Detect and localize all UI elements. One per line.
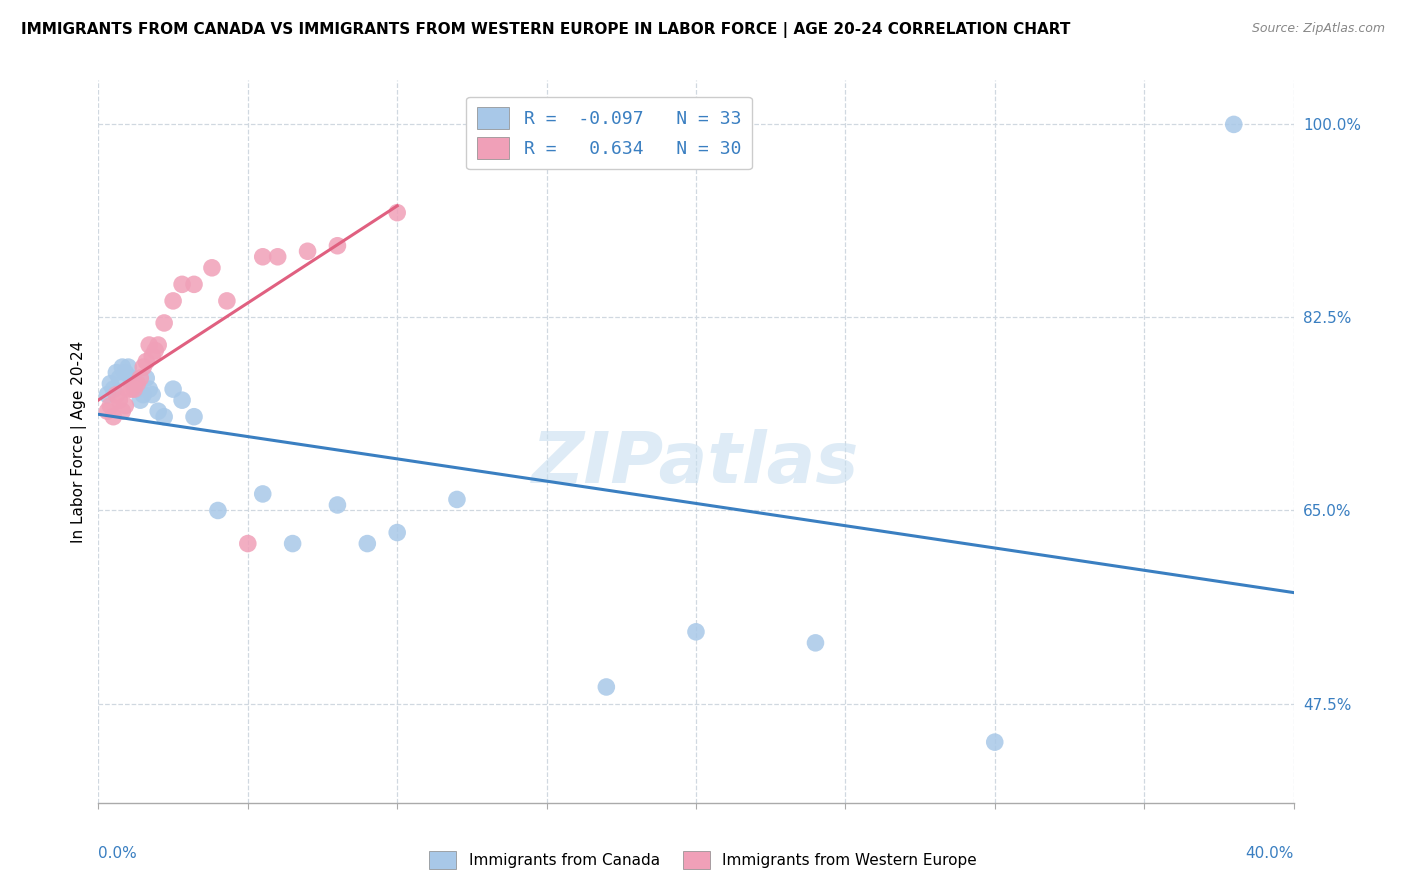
Point (141, 387, 163, 401)
Point (326, 498, 349, 512)
Point (108, 393, 131, 408)
Point (356, 536, 378, 550)
Point (326, 238, 349, 252)
Point (138, 338, 160, 352)
Text: IMMIGRANTS FROM CANADA VS IMMIGRANTS FROM WESTERN EUROPE IN LABOR FORCE | AGE 20: IMMIGRANTS FROM CANADA VS IMMIGRANTS FRO… (21, 22, 1070, 38)
Point (138, 382, 160, 396)
Point (120, 382, 142, 396)
Point (96, 387, 118, 401)
Point (127, 382, 149, 396)
Point (111, 404, 134, 418)
Point (103, 382, 125, 396)
Point (105, 387, 128, 401)
Text: 0.0%: 0.0% (98, 847, 138, 861)
Y-axis label: In Labor Force | Age 20-24: In Labor Force | Age 20-24 (72, 341, 87, 542)
Point (201, 260, 224, 275)
Point (385, 205, 409, 219)
Text: ZIPatlas: ZIPatlas (533, 429, 859, 498)
Point (183, 277, 205, 292)
Legend: R =  -0.097   N = 33, R =   0.634   N = 30: R = -0.097 N = 33, R = 0.634 N = 30 (465, 96, 752, 169)
Point (148, 338, 170, 352)
Text: 40.0%: 40.0% (1246, 847, 1294, 861)
Point (108, 371, 131, 385)
Point (103, 409, 125, 424)
Point (127, 376, 149, 391)
Point (252, 250, 274, 264)
Point (236, 536, 259, 550)
Point (685, 624, 707, 639)
Point (129, 393, 152, 408)
Point (148, 404, 170, 418)
Point (98, 376, 122, 391)
Point (124, 382, 146, 396)
Point (120, 371, 142, 385)
Point (172, 393, 194, 408)
Point (141, 349, 163, 363)
Point (1223, 117, 1246, 131)
Point (297, 244, 319, 259)
Point (153, 409, 176, 424)
Point (984, 735, 1007, 749)
Point (446, 492, 468, 507)
Legend: Immigrants from Canada, Immigrants from Western Europe: Immigrants from Canada, Immigrants from … (423, 845, 983, 875)
Point (98, 399, 122, 413)
Point (162, 293, 184, 308)
Point (135, 354, 157, 368)
Text: Source: ZipAtlas.com: Source: ZipAtlas.com (1251, 22, 1385, 36)
Point (114, 366, 136, 380)
Point (281, 536, 304, 550)
Point (153, 316, 176, 330)
Point (143, 343, 166, 358)
Point (135, 371, 157, 385)
Point (804, 636, 827, 650)
Point (111, 360, 134, 375)
Point (132, 387, 155, 401)
Point (172, 277, 194, 292)
Point (183, 409, 205, 424)
Point (207, 503, 229, 517)
Point (385, 525, 409, 540)
Point (114, 399, 136, 413)
Point (124, 376, 146, 391)
Point (117, 360, 139, 375)
Point (267, 250, 290, 264)
Point (132, 360, 155, 375)
Point (117, 382, 139, 396)
Point (96, 404, 118, 418)
Point (595, 680, 617, 694)
Point (162, 382, 184, 396)
Point (215, 293, 238, 308)
Point (129, 371, 152, 385)
Point (105, 366, 128, 380)
Point (252, 487, 274, 501)
